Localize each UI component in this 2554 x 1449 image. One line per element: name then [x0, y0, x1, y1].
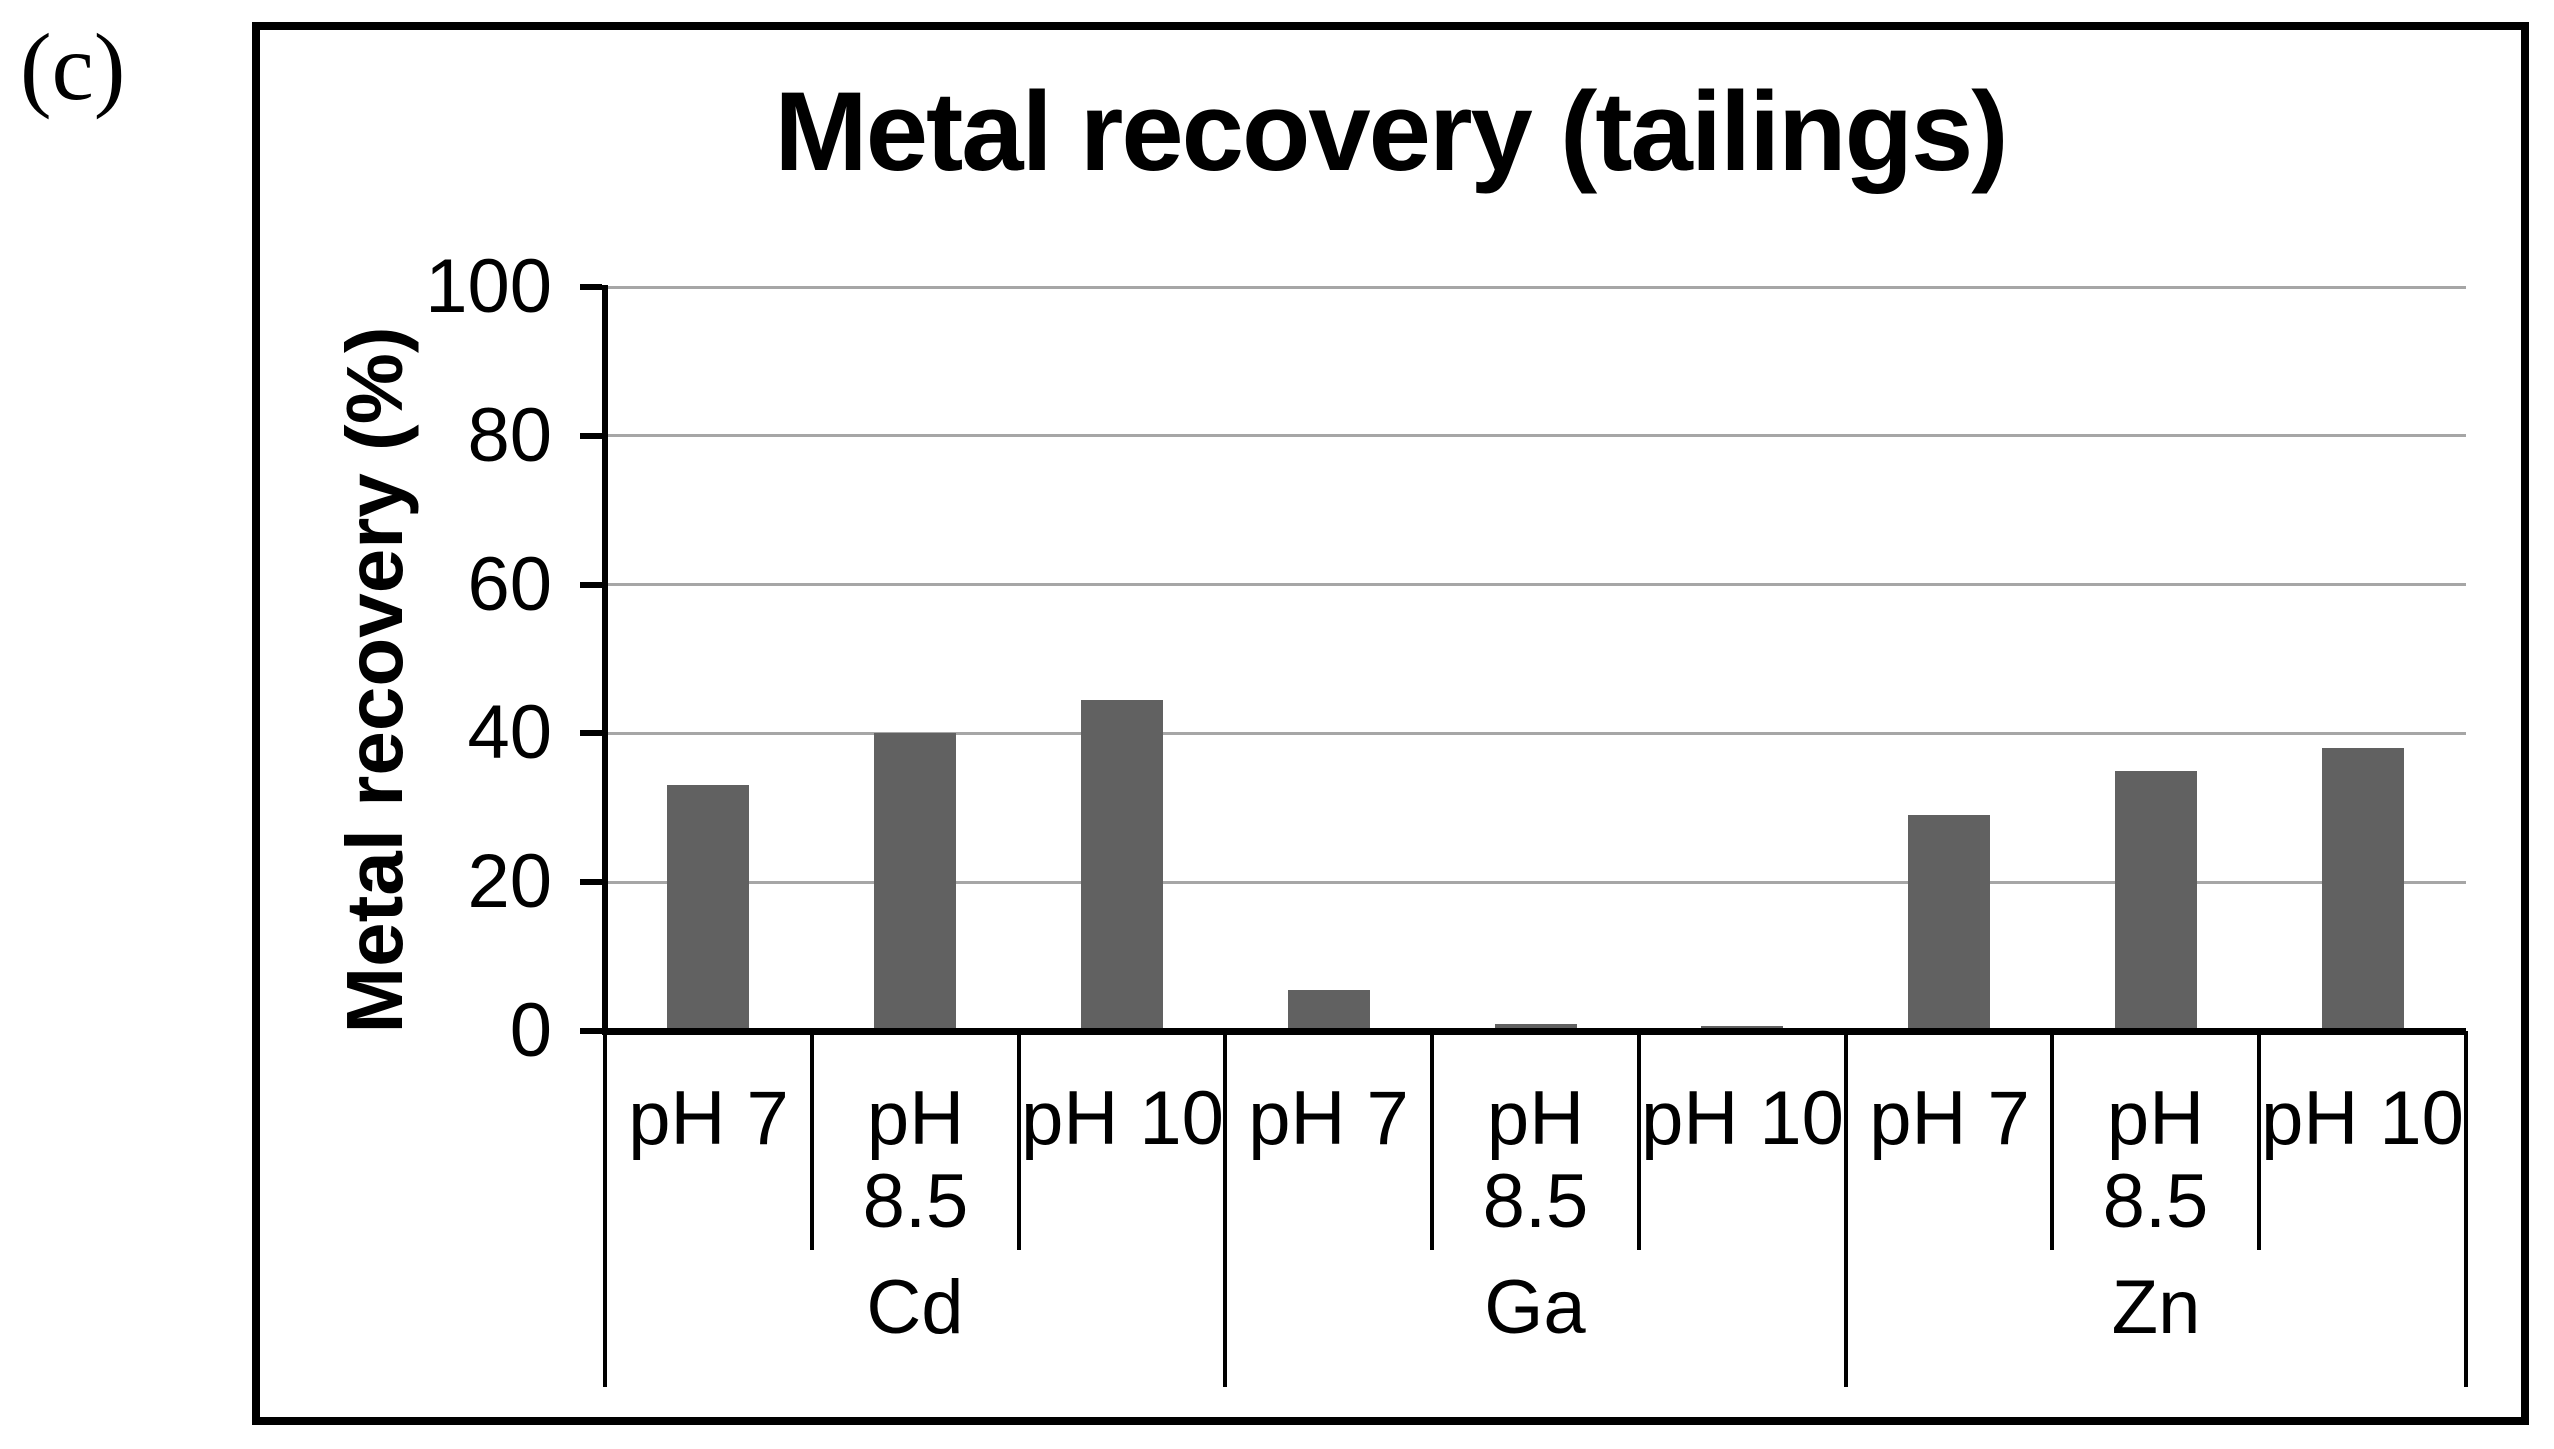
- y-tick-mark-20: [580, 879, 602, 885]
- x-axis-line: [602, 1028, 2466, 1035]
- bar-Ga-pH7: [1288, 990, 1370, 1031]
- bar-Cd-pH10: [1081, 700, 1163, 1031]
- y-tick-label-40: 40: [467, 690, 552, 775]
- x-group-label-Ga: Ga: [1484, 1265, 1586, 1350]
- x-category-label-Zn-pH7: pH 7: [1869, 1076, 2030, 1161]
- y-tick-mark-0: [580, 1028, 602, 1034]
- chart-title: Metal recovery (tailings): [774, 69, 2008, 194]
- bar-Zn-pH8.5: [2115, 771, 2197, 1031]
- x-category-label-Cd-pH8.5: pH 8.5: [862, 1076, 969, 1244]
- bar-Cd-pH8.5: [874, 733, 956, 1031]
- y-tick-mark-80: [580, 433, 602, 439]
- y-tick-label-80: 80: [467, 393, 552, 478]
- category-divider: [2050, 1031, 2054, 1250]
- x-category-label-Ga-pH7: pH 7: [1248, 1076, 1409, 1161]
- bar-Zn-pH10: [2322, 748, 2404, 1031]
- y-axis-line: [602, 285, 608, 1035]
- category-divider: [2257, 1031, 2261, 1250]
- category-divider: [810, 1031, 814, 1250]
- gridline-40: [605, 732, 2466, 735]
- x-category-label-Zn-pH8.5: pH 8.5: [2102, 1076, 2209, 1244]
- x-category-label-Zn-pH10: pH 10: [2261, 1076, 2464, 1161]
- gridline-60: [605, 583, 2466, 586]
- bar-Cd-pH7: [667, 785, 749, 1031]
- y-tick-label-100: 100: [425, 244, 552, 329]
- y-tick-label-20: 20: [467, 839, 552, 924]
- x-category-label-Cd-pH7: pH 7: [628, 1076, 789, 1161]
- group-divider: [1844, 1031, 1848, 1387]
- x-group-label-Zn: Zn: [2111, 1265, 2201, 1350]
- category-divider: [1637, 1031, 1641, 1250]
- x-category-label-Ga-pH8.5: pH 8.5: [1482, 1076, 1589, 1244]
- category-divider: [1430, 1031, 1434, 1250]
- category-divider: [1017, 1031, 1021, 1250]
- y-tick-label-0: 0: [509, 988, 552, 1073]
- bar-Zn-pH7: [1908, 815, 1990, 1031]
- group-divider: [1223, 1031, 1227, 1387]
- gridline-100: [605, 286, 2466, 289]
- x-category-label-Cd-pH10: pH 10: [1021, 1076, 1224, 1161]
- gridline-80: [605, 434, 2466, 437]
- chart-frame: [252, 22, 2529, 1425]
- y-axis-title: Metal recovery (%): [330, 326, 419, 1034]
- y-tick-label-60: 60: [467, 542, 552, 627]
- x-group-label-Cd: Cd: [866, 1265, 964, 1350]
- bar-Ga-pH8.5: [1495, 1024, 1577, 1031]
- y-tick-mark-100: [580, 284, 602, 290]
- group-divider: [603, 1031, 607, 1387]
- y-tick-mark-40: [580, 730, 602, 736]
- y-tick-mark-60: [580, 582, 602, 588]
- panel-label: (c): [20, 14, 126, 120]
- gridline-20: [605, 881, 2466, 884]
- x-category-label-Ga-pH10: pH 10: [1641, 1076, 1844, 1161]
- group-divider: [2464, 1031, 2468, 1387]
